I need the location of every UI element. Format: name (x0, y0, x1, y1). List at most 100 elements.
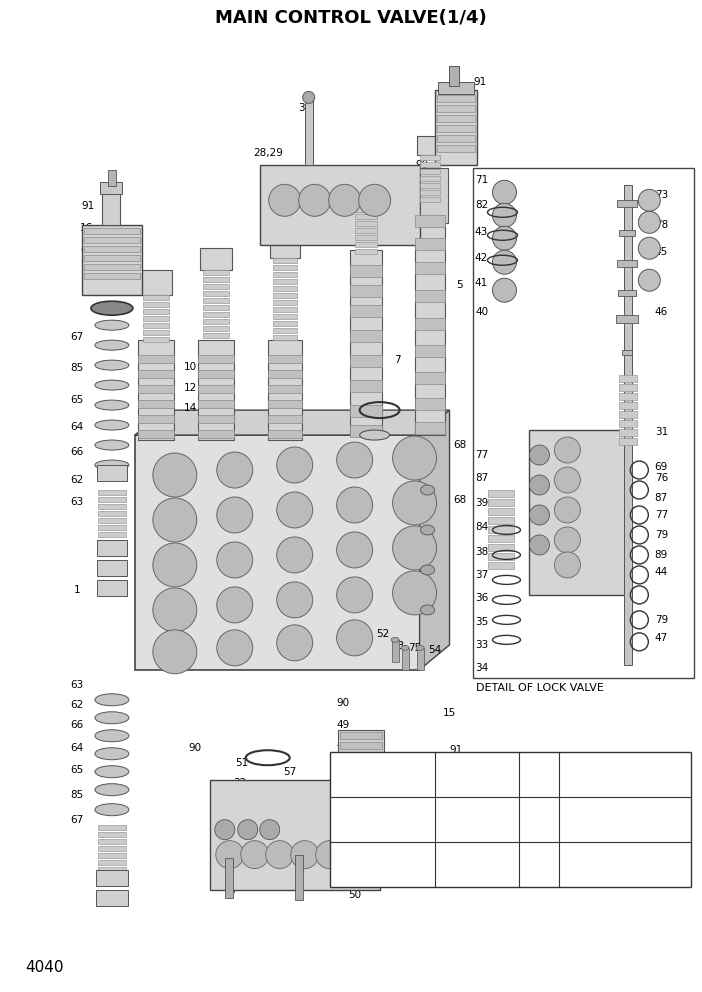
Bar (402, 648, 409, 670)
Circle shape (555, 467, 581, 493)
Bar (340, 765, 356, 770)
Text: 7: 7 (395, 355, 401, 365)
Bar (272, 321, 297, 326)
Bar (97, 559, 127, 576)
Bar (295, 855, 303, 900)
Bar (415, 215, 444, 227)
Bar (415, 291, 444, 303)
Bar (272, 279, 297, 285)
Text: 2008900011: 2008900011 (442, 814, 512, 824)
Bar (98, 511, 126, 516)
Circle shape (217, 452, 253, 488)
Circle shape (555, 497, 581, 523)
Bar (355, 235, 376, 240)
Bar (84, 255, 140, 261)
Text: 35: 35 (475, 617, 488, 627)
Bar (340, 779, 356, 784)
Bar (198, 370, 234, 378)
Circle shape (493, 181, 517, 204)
Bar (340, 772, 382, 779)
Bar (415, 345, 444, 357)
Bar (415, 318, 444, 330)
Circle shape (337, 532, 373, 568)
Bar (267, 431, 302, 438)
Bar (143, 296, 168, 301)
Bar (272, 258, 297, 263)
Bar (272, 265, 297, 270)
Bar (96, 890, 128, 906)
Bar (489, 544, 515, 551)
Bar (489, 499, 515, 506)
Text: 90: 90 (188, 743, 201, 753)
Ellipse shape (95, 360, 129, 370)
Text: 30: 30 (298, 103, 311, 113)
Text: 64: 64 (70, 422, 84, 433)
Text: 33~39, 77, 84, 87: 33~39, 77, 84, 87 (575, 859, 676, 869)
Text: 36: 36 (475, 593, 488, 603)
Bar (489, 508, 515, 515)
Circle shape (638, 189, 661, 211)
Ellipse shape (420, 564, 435, 575)
Bar (619, 375, 637, 382)
Bar (437, 82, 474, 94)
Bar (350, 380, 382, 392)
Bar (198, 431, 234, 438)
Bar (619, 438, 637, 445)
Bar (350, 355, 382, 367)
Ellipse shape (416, 646, 424, 651)
Text: Parts no: Parts no (453, 768, 501, 781)
Text: 64: 64 (70, 743, 84, 753)
Bar (340, 752, 382, 759)
Text: 54: 54 (428, 645, 441, 655)
Circle shape (217, 587, 253, 623)
Bar (416, 648, 423, 670)
Circle shape (266, 840, 293, 869)
Text: 65: 65 (70, 395, 84, 405)
Bar (617, 200, 637, 207)
Bar (203, 277, 229, 282)
Text: 16: 16 (449, 87, 462, 97)
Text: 31, 40~47, 69, 71, 73
76~79, 82, 87, 89: 31, 40~47, 69, 71, 73 76~79, 82, 87, 89 (564, 808, 687, 830)
Text: 4040: 4040 (25, 959, 63, 974)
Circle shape (392, 436, 437, 480)
Text: 39: 39 (475, 498, 488, 508)
Text: Lock valve kit - A: Lock valve kit - A (335, 814, 430, 824)
Text: 38: 38 (475, 547, 488, 557)
Ellipse shape (95, 420, 129, 431)
Ellipse shape (420, 525, 435, 535)
Bar (203, 299, 229, 304)
Text: 5: 5 (456, 280, 463, 291)
Text: 91: 91 (473, 77, 486, 87)
Text: DETAIL OF LOCK VALVE: DETAIL OF LOCK VALVE (475, 682, 604, 692)
Bar (420, 197, 439, 202)
Bar (272, 272, 297, 277)
Text: Lock valve kit - B: Lock valve kit - B (335, 859, 430, 869)
Bar (272, 328, 297, 333)
Circle shape (217, 630, 253, 666)
Circle shape (337, 487, 373, 523)
Bar (338, 730, 383, 785)
Text: 75: 75 (408, 643, 421, 653)
Bar (198, 415, 234, 423)
Bar (619, 420, 637, 428)
Bar (98, 504, 126, 509)
Bar (352, 179, 380, 200)
Bar (489, 561, 515, 569)
Text: 91: 91 (81, 201, 95, 211)
Bar (98, 853, 126, 858)
Bar (619, 384, 637, 391)
Bar (143, 330, 168, 335)
Bar (272, 314, 297, 319)
Bar (350, 286, 382, 298)
Circle shape (303, 91, 314, 103)
Bar (203, 333, 229, 338)
Text: 12: 12 (184, 383, 197, 393)
Text: 37: 37 (475, 570, 488, 580)
Text: 67: 67 (70, 814, 84, 824)
Bar (96, 870, 128, 886)
Text: 73: 73 (655, 190, 668, 200)
Bar (203, 319, 229, 324)
Text: 47: 47 (655, 633, 668, 643)
Text: 76: 76 (283, 781, 296, 791)
Ellipse shape (95, 460, 129, 470)
